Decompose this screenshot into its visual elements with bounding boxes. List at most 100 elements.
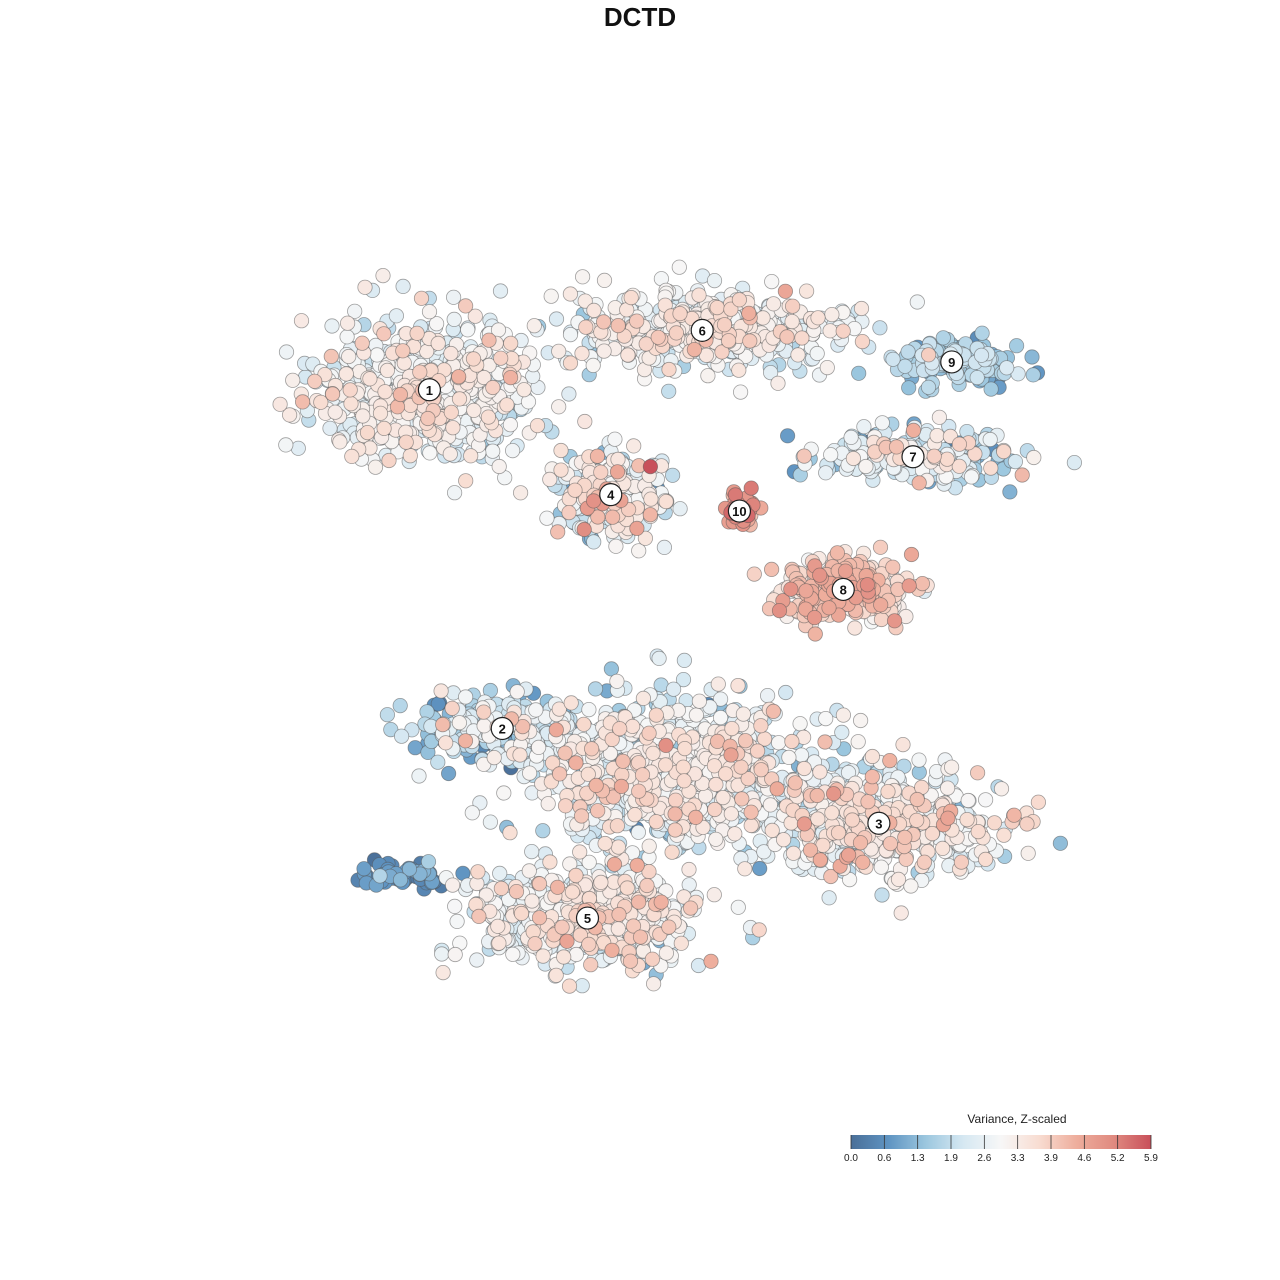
cell-point	[460, 322, 476, 338]
cell-point	[554, 919, 570, 935]
cell-point	[447, 946, 463, 963]
cell-point	[590, 803, 606, 819]
legend-tick-label: 1.3	[910, 1153, 925, 1164]
cell-point	[909, 294, 925, 310]
cell-point	[613, 778, 630, 795]
cell-point	[864, 769, 880, 785]
cell-point	[969, 765, 986, 781]
cell-point	[527, 936, 543, 952]
cell-point	[447, 898, 463, 915]
cell-point	[844, 812, 860, 828]
cell-point	[449, 913, 465, 930]
cell-point	[637, 530, 654, 546]
cell-point	[763, 561, 780, 578]
cell-point	[765, 296, 782, 312]
cell-point	[420, 854, 437, 870]
cell-point	[457, 689, 474, 705]
cell-point	[516, 382, 532, 398]
cell-point	[438, 735, 454, 751]
cell-point	[775, 832, 792, 848]
cluster-label: 3	[867, 811, 891, 835]
cell-point	[643, 491, 659, 507]
cell-point	[457, 298, 474, 314]
cell-point	[377, 384, 393, 400]
cell-point	[278, 437, 294, 453]
cell-point	[706, 758, 723, 774]
cell-point	[677, 740, 693, 757]
cell-point	[604, 509, 621, 525]
cell-point	[741, 305, 757, 321]
cluster-label-text: 2	[499, 721, 506, 736]
cell-point	[939, 780, 956, 796]
cell-point	[973, 347, 990, 363]
legend-tick-label: 4.6	[1077, 1153, 1092, 1164]
cell-point	[720, 333, 737, 349]
cell-point	[834, 724, 850, 741]
cell-point	[897, 358, 913, 374]
cell-point	[890, 871, 907, 888]
cell-point	[376, 326, 392, 342]
cell-point	[999, 360, 1015, 376]
cell-point	[627, 807, 643, 823]
cell-point	[504, 442, 521, 459]
cell-point	[561, 504, 577, 521]
cell-point	[493, 350, 509, 366]
cell-point	[480, 409, 496, 425]
cell-point	[526, 318, 542, 334]
cell-point	[873, 611, 890, 628]
cell-point	[564, 884, 581, 900]
cell-point	[290, 440, 306, 456]
cell-point	[642, 458, 659, 475]
cell-point	[900, 344, 916, 360]
cell-point	[784, 298, 801, 314]
cell-point	[553, 442, 569, 459]
cell-point	[785, 845, 802, 861]
cell-point	[562, 355, 579, 371]
cell-point	[428, 316, 445, 332]
cell-point	[885, 351, 901, 367]
cell-point	[421, 304, 438, 320]
cell-point	[481, 332, 497, 348]
cell-point	[341, 348, 357, 365]
cell-point	[548, 722, 564, 738]
cell-point	[542, 854, 558, 870]
cell-point	[458, 473, 474, 489]
cell-point	[656, 539, 673, 556]
cell-point	[581, 701, 597, 718]
cell-point	[664, 467, 681, 483]
legend-tick-label: 3.9	[1044, 1153, 1058, 1164]
cell-point	[714, 344, 730, 360]
cell-point	[574, 978, 590, 994]
cluster-label: 4	[599, 483, 623, 507]
cell-point	[338, 366, 354, 382]
cell-point	[703, 953, 719, 969]
cell-point	[916, 854, 933, 870]
cell-point	[740, 771, 756, 787]
cell-point	[586, 534, 602, 550]
cell-point	[515, 718, 531, 735]
cell-point	[524, 893, 540, 909]
cell-point	[665, 681, 682, 697]
cell-point	[731, 292, 748, 308]
cell-point	[809, 345, 825, 362]
cell-point	[914, 575, 931, 592]
cell-point	[470, 864, 486, 880]
cell-point	[667, 822, 683, 838]
cell-point	[858, 458, 874, 475]
cell-point	[272, 396, 288, 412]
cell-point	[379, 362, 395, 378]
cell-point	[347, 303, 363, 319]
cell-point	[604, 942, 620, 958]
cell-point	[810, 811, 826, 827]
cell-point	[434, 946, 450, 962]
cell-point	[467, 308, 483, 324]
cluster-label: 8	[831, 577, 855, 602]
cell-point	[723, 806, 739, 822]
cell-point	[587, 681, 604, 697]
cell-point	[630, 824, 647, 840]
cell-point	[639, 877, 655, 894]
cell-point	[531, 876, 548, 892]
cell-point	[512, 485, 529, 501]
cell-point	[521, 863, 537, 879]
